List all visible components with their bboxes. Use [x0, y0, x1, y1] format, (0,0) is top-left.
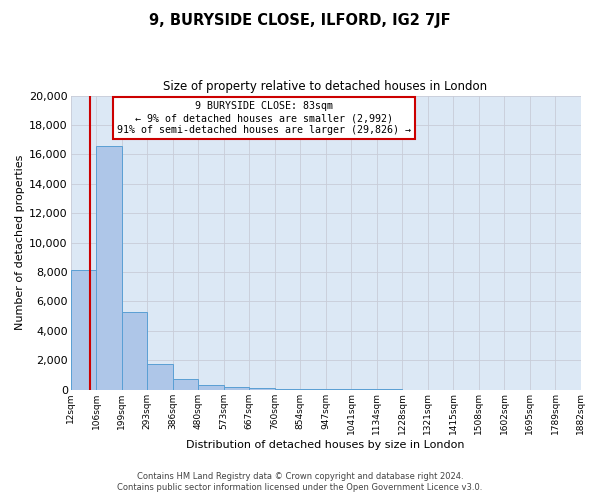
Bar: [173, 380, 198, 390]
Bar: [96, 146, 122, 390]
Bar: [275, 389, 300, 390]
Bar: [198, 385, 224, 390]
Bar: [71, 270, 96, 390]
Y-axis label: Number of detached properties: Number of detached properties: [15, 155, 25, 330]
Title: Size of property relative to detached houses in London: Size of property relative to detached ho…: [163, 80, 488, 93]
Text: Contains HM Land Registry data © Crown copyright and database right 2024.
Contai: Contains HM Land Registry data © Crown c…: [118, 472, 482, 492]
Text: 9, BURYSIDE CLOSE, ILFORD, IG2 7JF: 9, BURYSIDE CLOSE, ILFORD, IG2 7JF: [149, 12, 451, 28]
Bar: [249, 388, 275, 390]
X-axis label: Distribution of detached houses by size in London: Distribution of detached houses by size …: [186, 440, 465, 450]
Bar: [147, 364, 173, 390]
Bar: [122, 312, 147, 390]
Bar: [224, 386, 249, 390]
Text: 9 BURYSIDE CLOSE: 83sqm
← 9% of detached houses are smaller (2,992)
91% of semi-: 9 BURYSIDE CLOSE: 83sqm ← 9% of detached…: [118, 102, 412, 134]
